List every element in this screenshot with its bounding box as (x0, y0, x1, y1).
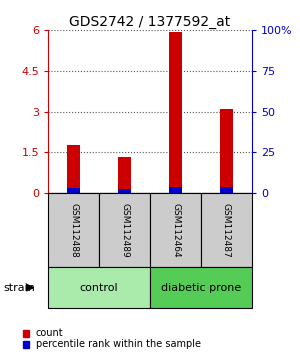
Text: control: control (80, 282, 118, 293)
Bar (169, 187, 182, 193)
Text: diabetic prone: diabetic prone (161, 282, 241, 293)
Text: strain: strain (3, 282, 35, 293)
Bar (169, 32, 182, 193)
Bar (220, 109, 233, 193)
Bar (118, 157, 131, 193)
Text: count: count (36, 329, 64, 338)
Text: GSM112488: GSM112488 (69, 203, 78, 257)
Bar (220, 187, 233, 193)
Bar (67, 145, 80, 193)
Text: GSM112489: GSM112489 (120, 203, 129, 257)
Bar (67, 188, 80, 193)
Text: GSM112464: GSM112464 (171, 203, 180, 257)
Title: GDS2742 / 1377592_at: GDS2742 / 1377592_at (69, 15, 231, 29)
Text: GSM112487: GSM112487 (222, 203, 231, 257)
Text: percentile rank within the sample: percentile rank within the sample (36, 339, 201, 349)
Bar (118, 189, 131, 193)
